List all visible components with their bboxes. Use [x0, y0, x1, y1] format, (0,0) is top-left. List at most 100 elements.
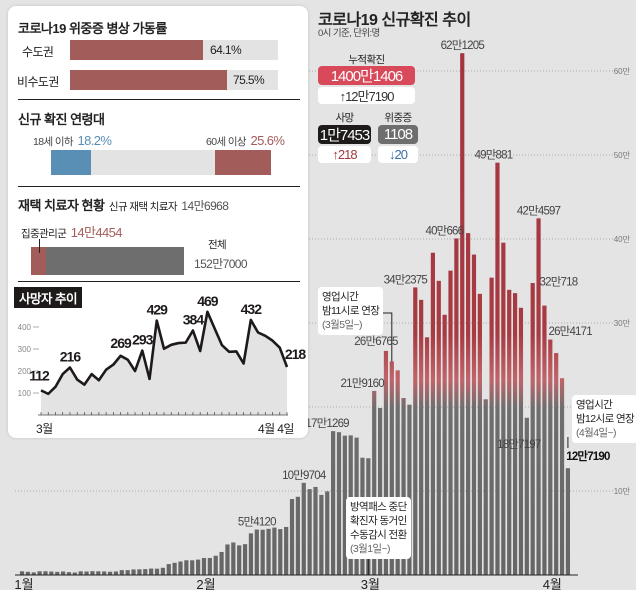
bar [196, 559, 201, 575]
note-line: 수동감시 전환 [350, 529, 407, 541]
icu-bar-noncapital: 75.5% [70, 70, 278, 90]
bar [565, 468, 571, 575]
bar [55, 571, 60, 575]
bar [419, 299, 424, 575]
home-header: 재택 치료자 현황 신규 재택 치료자 14만6968 [18, 195, 229, 215]
deaths-value-label: 384 [183, 312, 205, 328]
note-line: 밤11시로 연장 [322, 305, 380, 317]
divider [18, 186, 300, 187]
note-line: (3월1일~) [350, 543, 391, 555]
home-new-label: 신규 재택 치료자 [108, 201, 178, 213]
bar [518, 307, 524, 575]
deaths-value-label: 112 [29, 367, 50, 383]
bar [559, 378, 565, 575]
deaths-chart: 100 200 300 400 112 216 269 293 429 384 469 432 218 [18, 293, 307, 416]
bar [342, 435, 347, 575]
bar [319, 494, 324, 575]
home-bar [31, 239, 184, 275]
bar [471, 254, 477, 575]
note-line: 영업시간 [322, 291, 359, 303]
deaths-x-start: 3월 [36, 422, 53, 436]
deaths-value-label: 429 [147, 302, 169, 318]
cumulative-value: 1400만1406 [318, 66, 415, 85]
total-value: 152만7000 [194, 257, 248, 271]
bar [542, 305, 547, 575]
under18-value: 18.2% [77, 133, 112, 148]
bar-value-label: 21만9160 [341, 377, 385, 390]
bar [78, 571, 83, 575]
bar [454, 238, 459, 576]
x-tick-label: 1월 [14, 577, 33, 590]
bar [84, 571, 89, 575]
bar [395, 370, 400, 575]
bar [149, 568, 154, 575]
bar [383, 350, 389, 575]
bar [66, 572, 72, 575]
icu-value: 64.1% [210, 43, 242, 57]
bar [213, 555, 218, 575]
deaths-value-label: 269 [110, 335, 132, 351]
cumulative-label: 누적확진 [348, 54, 385, 66]
bar [460, 53, 465, 575]
bar [548, 339, 553, 575]
bar [442, 314, 447, 575]
bar-value-label: 49만881 [475, 149, 513, 162]
icu-label-noncapital: 비수도권 [17, 75, 59, 89]
bar-value-label: 26만4171 [548, 325, 592, 338]
y-tick-label: 300 [18, 345, 32, 354]
divider [18, 281, 300, 282]
intensive-stat: 집중관리군 14만4454 [21, 222, 123, 242]
age-title: 신규 확진 연령대 [18, 112, 105, 127]
bar [401, 397, 406, 575]
bar [325, 491, 330, 575]
bar-value-label: 18만7197 [497, 438, 541, 451]
bar [372, 390, 377, 575]
icu-label-capital: 수도권 [22, 45, 54, 59]
bar [301, 482, 306, 575]
bar [37, 571, 42, 575]
bar [201, 557, 207, 575]
bar [107, 571, 113, 575]
bar [125, 570, 130, 575]
bar [260, 529, 265, 575]
bar [190, 560, 195, 575]
bar [172, 562, 177, 575]
bar [313, 486, 318, 575]
bar-value-label: 62만1205 [441, 39, 485, 52]
deaths-value-label: 216 [60, 348, 82, 364]
bar [377, 408, 383, 575]
death-change: ↑218 [318, 146, 371, 163]
bar [266, 528, 271, 575]
deaths-value-label: 218 [285, 346, 307, 362]
bar [331, 431, 336, 575]
home-title: 재택 치료자 현황 [18, 198, 105, 213]
x-tick-label: 2월 [196, 577, 215, 590]
note-line: 영업시간 [576, 399, 613, 411]
bar [278, 529, 283, 575]
critical-label: 위중증 [384, 112, 412, 124]
deaths-value-label: 293 [132, 332, 154, 348]
bar [131, 569, 136, 575]
divider [18, 99, 300, 100]
bar [119, 570, 124, 575]
y-tick-label: 60만 [614, 67, 631, 76]
bar [389, 361, 394, 575]
y-tick-label: 400 [18, 323, 32, 332]
bar [178, 561, 183, 575]
bar [31, 572, 36, 575]
bar [448, 270, 453, 575]
death-label: 사망 [335, 112, 354, 124]
under18-label: 18세 이하 [33, 136, 74, 148]
death-value: 1만7453 [318, 125, 371, 144]
intensive-label: 집중관리군 [21, 228, 67, 240]
bar [466, 233, 471, 575]
bar [96, 571, 101, 575]
note-line: (3월5일~) [322, 319, 363, 331]
bar [284, 526, 289, 575]
note-line: (4월4일~) [576, 427, 617, 439]
y-tick-label: 50만 [614, 151, 631, 160]
deaths-value-label: 469 [197, 293, 219, 309]
bar [512, 293, 518, 575]
bar [90, 571, 95, 575]
deaths-x-end: 4월 4일 [258, 422, 294, 436]
